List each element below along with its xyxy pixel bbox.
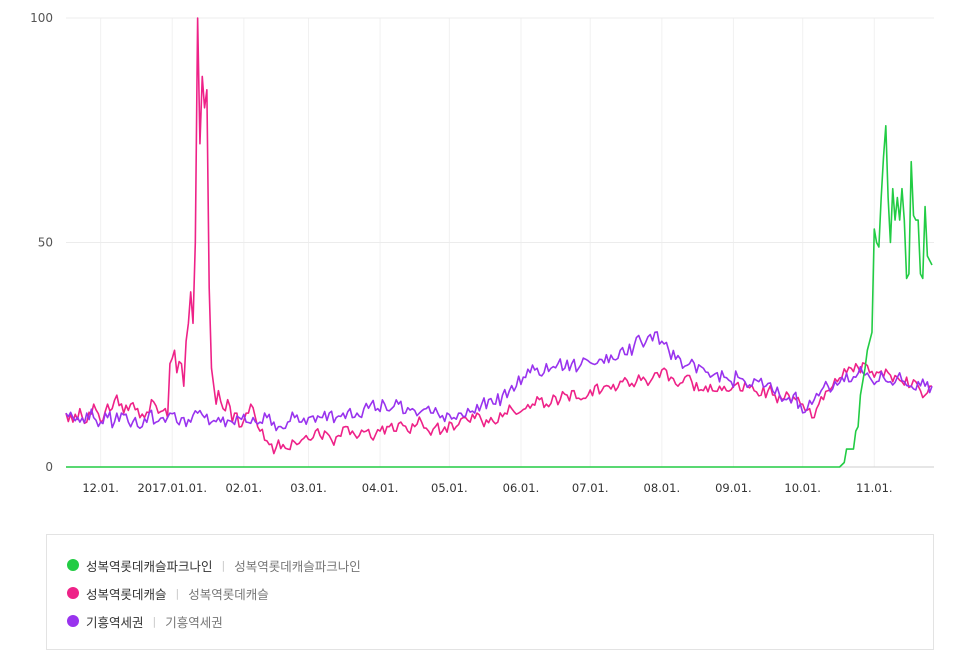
y-tick-label: 100	[30, 11, 53, 25]
x-tick-label: 04.01.	[362, 481, 399, 495]
legend-dot-1	[67, 587, 79, 599]
legend-keywords-0: 성복역롯데캐슬파크나인	[234, 558, 361, 574]
legend-separator: |	[221, 558, 226, 572]
series-layer	[65, 17, 933, 468]
legend-item-1[interactable]: 성복역롯데캐슬 | 성복역롯데캐슬	[67, 583, 269, 603]
x-tick-label: 12.01.	[82, 481, 119, 495]
axis-layer: 0 50 100 12.01. 2017.01.01. 02.01. 03.01. 04.01…	[30, 11, 892, 495]
legend-name-2: 기흥역세권	[86, 614, 144, 630]
series-line-2[interactable]	[65, 331, 933, 432]
x-tick-label: 06.01.	[503, 481, 540, 495]
legend: 성복역롯데캐슬파크나인 | 성복역롯데캐슬파크나인 성복역롯데캐슬 | 성복역롯…	[46, 534, 934, 650]
line-chart: 0 50 100 12.01. 2017.01.01. 02.01. 03.01. 04.01…	[30, 11, 934, 495]
x-tick-label: 10.01.	[784, 481, 821, 495]
x-tick-label: 09.01.	[715, 481, 752, 495]
x-tick-label: 11.01.	[856, 481, 893, 495]
legend-keywords-1: 성복역롯데캐슬	[188, 586, 269, 602]
legend-item-2[interactable]: 기흥역세권 | 기흥역세권	[67, 611, 223, 631]
x-tick-label: 02.01.	[226, 481, 263, 495]
x-tick-label: 08.01.	[644, 481, 681, 495]
x-tick-label: 03.01.	[290, 481, 327, 495]
series-line-1[interactable]	[65, 17, 932, 455]
legend-dot-2	[67, 615, 79, 627]
legend-name-1: 성복역롯데캐슬	[86, 586, 167, 602]
legend-name-0: 성복역롯데캐슬파크나인	[86, 558, 213, 574]
legend-separator: |	[152, 614, 157, 628]
y-tick-label: 0	[45, 460, 53, 474]
y-tick-label: 50	[38, 236, 53, 250]
x-tick-label: 07.01.	[572, 481, 609, 495]
x-tick-label: 2017.01.01.	[137, 481, 207, 495]
legend-item-0[interactable]: 성복역롯데캐슬파크나인 | 성복역롯데캐슬파크나인	[67, 555, 361, 575]
legend-dot-0	[67, 559, 79, 571]
legend-keywords-2: 기흥역세권	[165, 614, 223, 630]
series-line-0[interactable]	[66, 124, 933, 468]
legend-separator: |	[175, 586, 180, 600]
chart-svg: 0 50 100 12.01. 2017.01.01. 02.01. 03.01. 04.01…	[30, 11, 934, 495]
x-tick-label: 05.01.	[431, 481, 468, 495]
